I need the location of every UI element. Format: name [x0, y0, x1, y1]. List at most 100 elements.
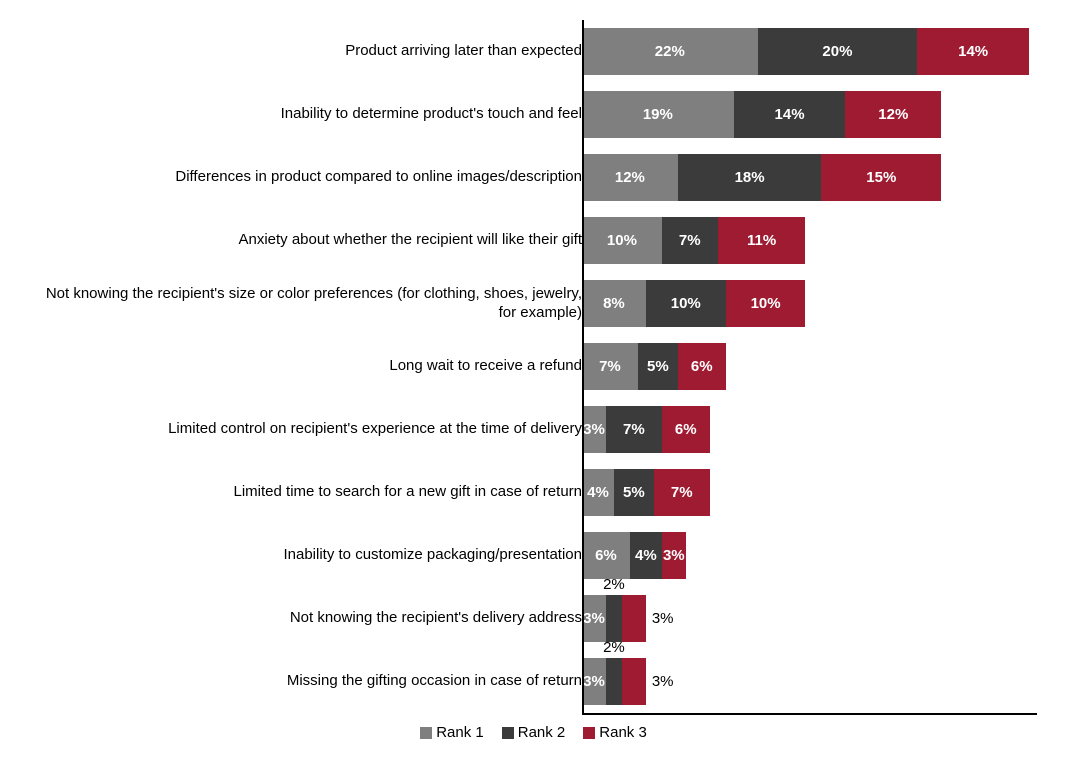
category-label: Product arriving later than expected — [30, 20, 592, 83]
bar-value-label: 12% — [878, 106, 908, 123]
bar-value-label: 3% — [652, 673, 674, 690]
bar-segment: 19% — [582, 91, 734, 138]
category-label: Anxiety about whether the recipient will… — [30, 209, 592, 272]
category-label: Not knowing the recipient's delivery add… — [30, 587, 592, 650]
legend-label: Rank 1 — [436, 724, 484, 741]
bar-segment: 3% — [582, 658, 606, 705]
legend: Rank 1 Rank 2 Rank 3 — [30, 724, 1037, 741]
bar-segment: 3% — [582, 595, 606, 642]
bar-segment: 3% — [622, 595, 646, 642]
bar-segment: 12% — [582, 154, 678, 201]
bar-value-label: 2% — [603, 639, 625, 656]
bar-stack: 6% 4% 3% — [582, 532, 1037, 579]
bar-value-label: 2% — [603, 576, 625, 593]
bar-stack: 3%2%3% — [582, 658, 1037, 705]
bar-row: Not knowing the recipient's delivery add… — [30, 587, 1037, 650]
bar-area: 8% 10% 10% — [582, 272, 1037, 335]
bar-area: 3%2%3% — [582, 587, 1037, 650]
bar-value-label: 3% — [583, 673, 605, 690]
category-label: Inability to determine product's touch a… — [30, 83, 592, 146]
bar-value-label: 18% — [735, 169, 765, 186]
bar-stack: 4% 5% 7% — [582, 469, 1037, 516]
bar-row: Differences in product compared to onlin… — [30, 146, 1037, 209]
bar-value-label: 3% — [652, 610, 674, 627]
bar-value-label: 10% — [751, 295, 781, 312]
legend-label: Rank 3 — [599, 724, 647, 741]
bar-segment: 6% — [582, 532, 630, 579]
bar-segment: 7% — [654, 469, 710, 516]
bar-row: Limited control on recipient's experienc… — [30, 398, 1037, 461]
bar-segment: 7% — [582, 343, 638, 390]
bar-area: 12% 18% 15% — [582, 146, 1037, 209]
bar-value-label: 7% — [679, 232, 701, 249]
bar-area: 3% 7% 6% — [582, 398, 1037, 461]
bar-value-label: 15% — [866, 169, 896, 186]
bar-value-label: 7% — [623, 421, 645, 438]
bar-value-label: 19% — [643, 106, 673, 123]
bar-value-label: 11% — [747, 232, 776, 249]
bar-value-label: 3% — [663, 547, 685, 564]
legend-label: Rank 2 — [518, 724, 566, 741]
bar-segment: 5% — [638, 343, 678, 390]
bar-value-label: 14% — [958, 43, 988, 60]
bar-value-label: 22% — [655, 43, 685, 60]
bar-stack: 8% 10% 10% — [582, 280, 1037, 327]
bar-row: Product arriving later than expected22%2… — [30, 20, 1037, 83]
bar-area: 22% 20% 14% — [582, 20, 1037, 83]
bar-segment: 10% — [646, 280, 726, 327]
bar-area: 7% 5% 6% — [582, 335, 1037, 398]
bar-value-label: 4% — [635, 547, 657, 564]
bar-segment: 14% — [917, 28, 1029, 75]
bar-area: 4% 5% 7% — [582, 461, 1037, 524]
bar-value-label: 20% — [822, 43, 852, 60]
category-label: Differences in product compared to onlin… — [30, 146, 592, 209]
stacked-bar-chart: Product arriving later than expected22%2… — [0, 0, 1067, 770]
bar-row: Not knowing the recipient's size or colo… — [30, 272, 1037, 335]
y-axis-line — [582, 20, 584, 713]
bar-stack: 7% 5% 6% — [582, 343, 1037, 390]
bar-segment: 6% — [678, 343, 726, 390]
legend-item-rank1: Rank 1 — [420, 724, 484, 741]
bar-segment: 14% — [734, 91, 846, 138]
bar-value-label: 14% — [775, 106, 805, 123]
category-label: Inability to customize packaging/present… — [30, 524, 592, 587]
bar-segment: 11% — [718, 217, 806, 264]
legend-swatch-icon — [583, 727, 595, 739]
bar-segment: 18% — [678, 154, 822, 201]
bar-segment: 10% — [726, 280, 806, 327]
bar-row: Inability to customize packaging/present… — [30, 524, 1037, 587]
bar-value-label: 7% — [599, 358, 621, 375]
bar-value-label: 12% — [615, 169, 645, 186]
bar-row: Limited time to search for a new gift in… — [30, 461, 1037, 524]
legend-item-rank2: Rank 2 — [502, 724, 566, 741]
bar-row: Anxiety about whether the recipient will… — [30, 209, 1037, 272]
bar-stack: 22% 20% 14% — [582, 28, 1037, 75]
bar-stack: 10% 7% 11% — [582, 217, 1037, 264]
category-label: Not knowing the recipient's size or colo… — [30, 272, 592, 335]
bar-rows-container: Product arriving later than expected22%2… — [30, 20, 1037, 720]
bar-segment: 3% — [582, 406, 606, 453]
bar-area: 3%2%3% — [582, 650, 1037, 713]
category-label: Long wait to receive a refund — [30, 335, 592, 398]
bar-segment: 3% — [622, 658, 646, 705]
bar-segment: 5% — [614, 469, 654, 516]
bar-segment: 4% — [582, 469, 614, 516]
bar-row: Inability to determine product's touch a… — [30, 83, 1037, 146]
bar-segment: 6% — [662, 406, 710, 453]
bar-value-label: 5% — [623, 484, 645, 501]
bar-segment: 4% — [630, 532, 662, 579]
legend-item-rank3: Rank 3 — [583, 724, 647, 741]
bar-value-label: 3% — [583, 610, 605, 627]
bar-segment: 7% — [662, 217, 718, 264]
bar-segment: 15% — [821, 154, 941, 201]
bar-value-label: 7% — [671, 484, 693, 501]
legend-swatch-icon — [420, 727, 432, 739]
bar-segment: 12% — [845, 91, 941, 138]
bar-segment: 3% — [662, 532, 686, 579]
category-label: Limited time to search for a new gift in… — [30, 461, 592, 524]
bar-value-label: 10% — [607, 232, 637, 249]
bar-value-label: 8% — [603, 295, 625, 312]
bar-stack: 19% 14% 12% — [582, 91, 1037, 138]
bar-value-label: 6% — [595, 547, 617, 564]
bar-value-label: 6% — [691, 358, 713, 375]
